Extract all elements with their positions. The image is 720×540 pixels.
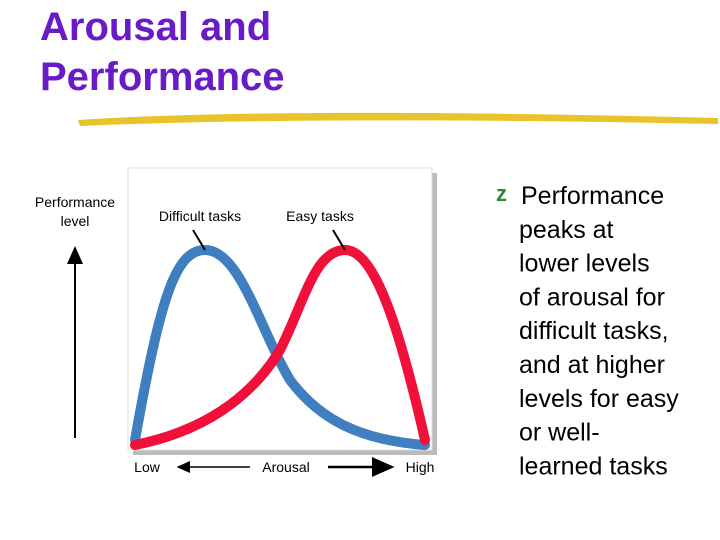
curve-label: Easy tasks <box>286 208 354 224</box>
y-axis-label: level <box>61 213 90 229</box>
pointer <box>332 229 346 251</box>
pointer <box>192 229 206 251</box>
bullet-line: and at higher <box>519 351 665 379</box>
bullet-line: lower levels <box>519 250 650 278</box>
bullet-marker: z <box>496 181 507 206</box>
bullet-line: learned tasks <box>519 452 668 480</box>
x-high: High <box>406 459 435 475</box>
bullet-line: difficult tasks, <box>519 317 669 345</box>
diagram-box <box>127 167 433 451</box>
bullet-line: or well- <box>519 419 600 447</box>
easy-curve <box>130 244 430 450</box>
title-line: Performance <box>40 55 285 99</box>
bullet-line: levels for easy <box>519 385 679 413</box>
curve-label: Difficult tasks <box>159 208 241 224</box>
title-line: Arousal and <box>40 5 271 49</box>
bullet-line: peaks at <box>519 216 614 244</box>
bullet-line: of arousal for <box>519 283 665 311</box>
x-low: Low <box>134 459 161 475</box>
bullet-line: Performance <box>521 182 664 210</box>
y-axis-label: Performance <box>35 194 115 210</box>
bullet-text: Performance peaks at lower levels of arousa… <box>519 182 679 480</box>
difficult-curve <box>130 244 430 450</box>
title-underline <box>78 112 718 126</box>
x-axis-label: Arousal <box>262 459 309 475</box>
